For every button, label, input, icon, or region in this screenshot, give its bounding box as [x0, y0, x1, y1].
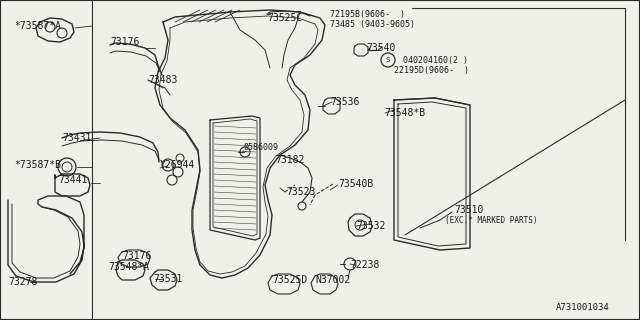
Text: 73176: 73176 — [122, 251, 152, 261]
Text: 73536: 73536 — [330, 97, 360, 107]
Text: (EXC.* MARKED PARTS): (EXC.* MARKED PARTS) — [445, 217, 538, 226]
Text: 73485 (9403-9605): 73485 (9403-9605) — [330, 20, 415, 28]
Text: 72195B(9606-  ): 72195B(9606- ) — [330, 10, 405, 19]
Text: 73182: 73182 — [275, 155, 305, 165]
Text: 73540B: 73540B — [338, 179, 373, 189]
Text: *73587*A: *73587*A — [14, 21, 61, 31]
Text: 73441: 73441 — [58, 175, 88, 185]
Text: 73525D: 73525D — [272, 275, 307, 285]
Text: 73176: 73176 — [110, 37, 140, 47]
Text: 73523: 73523 — [286, 187, 316, 197]
Text: 040204160(2 ): 040204160(2 ) — [398, 55, 468, 65]
Text: S: S — [386, 57, 390, 63]
Text: 73525C: 73525C — [267, 13, 302, 23]
Text: 73532: 73532 — [356, 221, 385, 231]
Text: A731001034: A731001034 — [556, 303, 610, 313]
Text: 73510: 73510 — [454, 205, 483, 215]
Text: Y26944: Y26944 — [160, 160, 195, 170]
Text: 73431: 73431 — [62, 133, 92, 143]
Text: 73548*A: 73548*A — [108, 262, 149, 272]
Text: 0586009: 0586009 — [243, 143, 278, 153]
Text: N37002: N37002 — [315, 275, 350, 285]
Text: 73278: 73278 — [8, 277, 37, 287]
Text: 73531: 73531 — [153, 274, 182, 284]
Text: 73540: 73540 — [366, 43, 396, 53]
Text: 72238: 72238 — [350, 260, 380, 270]
Text: 73483: 73483 — [148, 75, 177, 85]
Text: 22195D(9606-  ): 22195D(9606- ) — [394, 67, 469, 76]
Text: 73548*B: 73548*B — [384, 108, 425, 118]
Text: *73587*B: *73587*B — [14, 160, 61, 170]
